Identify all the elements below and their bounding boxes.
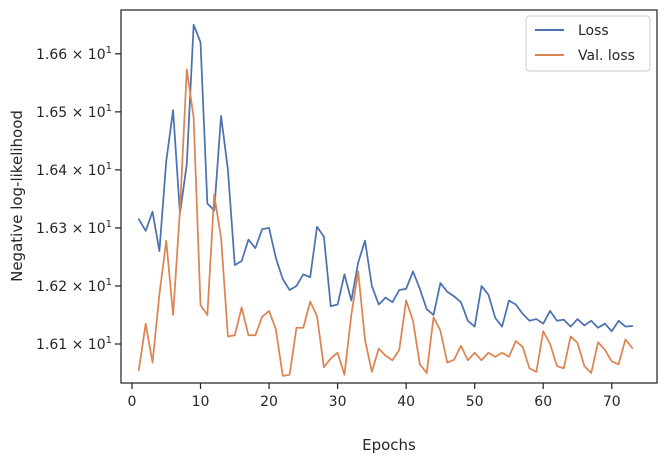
x-tick-label: 50 xyxy=(466,394,484,410)
y-tick-label: 1.63 × 101 xyxy=(36,219,112,237)
legend-label-val-loss: Val. loss xyxy=(578,48,635,64)
legend: Loss Val. loss xyxy=(525,15,651,72)
legend-label-loss: Loss xyxy=(578,23,609,39)
y-tick-label: 1.65 × 101 xyxy=(36,103,112,121)
y-tick-label: 1.66 × 101 xyxy=(36,45,112,63)
x-tick-label: 10 xyxy=(192,394,210,410)
y-tick-label: 1.62 × 101 xyxy=(36,277,112,295)
x-tick-label: 40 xyxy=(397,394,415,410)
x-tick-label: 60 xyxy=(534,394,552,410)
x-tick-label: 20 xyxy=(260,394,278,410)
y-tick-label: 1.64 × 101 xyxy=(36,161,112,179)
x-axis: 0 10 20 30 40 50 60 70 xyxy=(128,383,621,410)
x-axis-label: Epochs xyxy=(362,436,416,454)
x-tick-label: 70 xyxy=(603,394,621,410)
y-axis-label: Negative log-likelihood xyxy=(8,110,26,282)
y-axis: 1.61 × 101 1.62 × 101 1.63 × 101 1.64 × 101… xyxy=(36,45,121,353)
series-line-loss xyxy=(137,23,634,333)
x-tick-label: 30 xyxy=(329,394,347,410)
y-tick-label: 1.61 × 101 xyxy=(36,335,112,353)
series-layer xyxy=(137,23,634,377)
plot-frame xyxy=(120,9,658,384)
series-line-val-loss xyxy=(137,68,634,377)
x-tick-label: 0 xyxy=(128,394,137,410)
